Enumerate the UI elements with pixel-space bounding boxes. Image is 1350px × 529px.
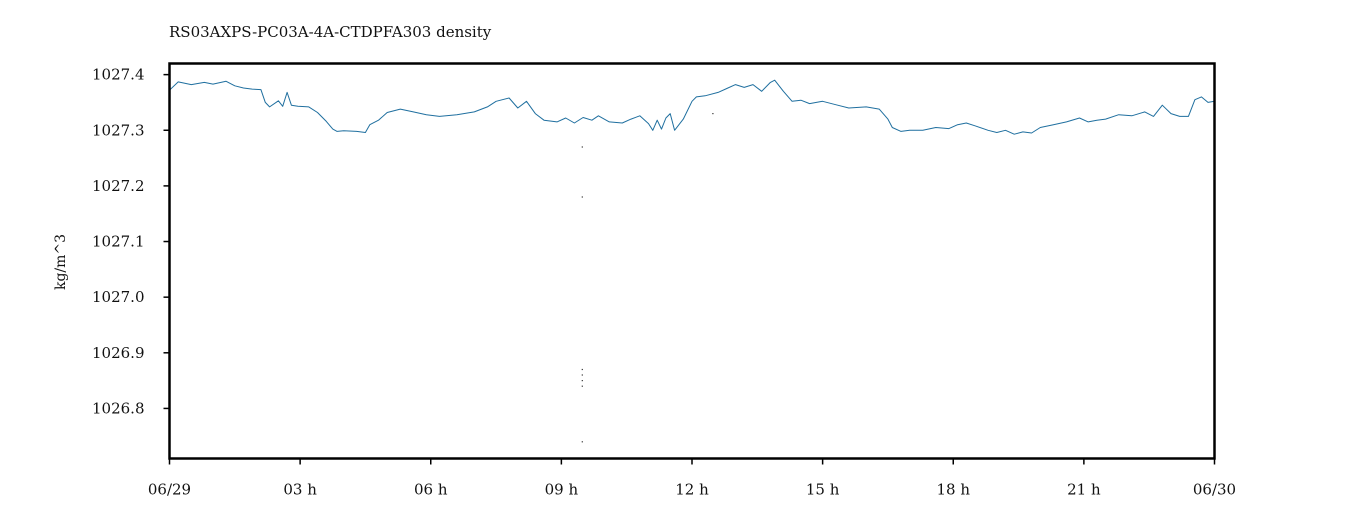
outlier-point xyxy=(581,374,583,376)
x-tick-label: 18 h xyxy=(936,481,970,499)
outlier-point xyxy=(581,368,583,371)
x-tick-label: 06/30 xyxy=(1193,481,1236,499)
x-axis: 06/29 03 h 06 h 09 h 12 h 15 h 18 h 21 h 06/30 xyxy=(148,458,1236,499)
outlier-point xyxy=(581,441,583,443)
x-tick-label: 15 h xyxy=(806,481,840,499)
x-tick-label: 06 h xyxy=(414,481,448,499)
y-tick-label: 1027.2 xyxy=(92,177,145,195)
outlier-point xyxy=(712,113,714,115)
x-tick-label: 06/29 xyxy=(148,481,191,499)
chart-title: RS03AXPS-PC03A-4A-CTDPFA303 density xyxy=(169,23,492,41)
outlier-point xyxy=(581,196,583,198)
y-axis-label: kg/m^3 xyxy=(53,233,69,291)
outlier-point xyxy=(581,380,583,382)
y-tick-label: 1026.9 xyxy=(92,344,145,362)
y-axis: 1026.8 1026.9 1027.0 1027.1 1027.2 1027.3 1027… xyxy=(92,66,170,417)
plot-frame xyxy=(168,62,1216,460)
y-tick-label: 1027.0 xyxy=(92,288,145,306)
y-tick-label: 1027.1 xyxy=(92,233,145,251)
x-tick-label: 21 h xyxy=(1067,481,1101,499)
series-line-0 xyxy=(169,79,1215,135)
x-tick-label: 09 h xyxy=(545,481,579,499)
series-layer xyxy=(169,79,1215,135)
y-tick-label: 1026.8 xyxy=(92,399,145,417)
outlier-layer xyxy=(581,113,714,443)
outlier-point xyxy=(581,146,583,148)
y-tick-label: 1027.3 xyxy=(92,121,145,139)
outlier-point xyxy=(581,385,583,387)
x-tick-label: 03 h xyxy=(283,481,317,499)
y-tick-label: 1027.4 xyxy=(92,66,145,84)
x-tick-label: 12 h xyxy=(675,481,709,499)
